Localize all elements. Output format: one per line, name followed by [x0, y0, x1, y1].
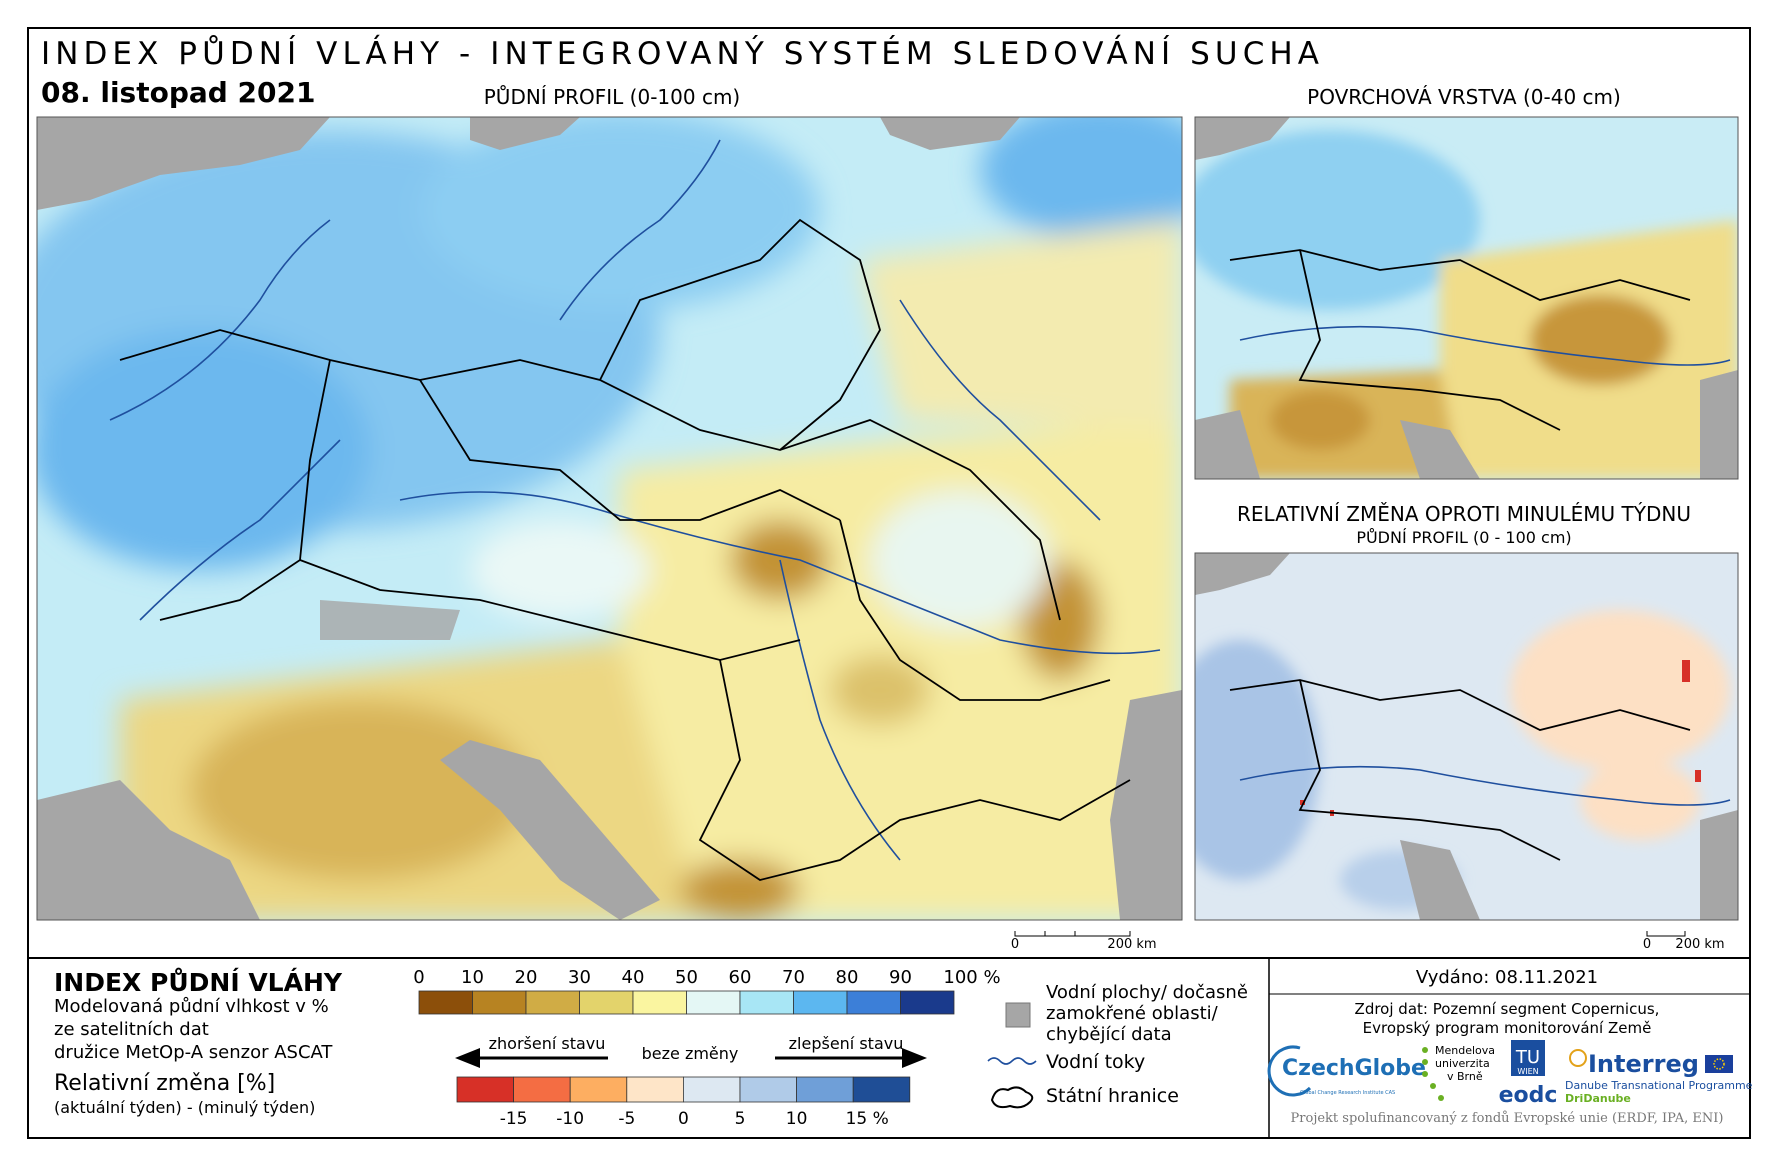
issued: Vydáno: 08.11.2021 [1416, 967, 1598, 988]
color-cell [472, 990, 527, 1015]
map-label: PŮDNÍ PROFIL (0-100 cm) [484, 85, 740, 109]
change-map [1195, 553, 1738, 920]
logo-text: univerzita [1435, 1057, 1490, 1070]
color-cell [456, 1076, 514, 1103]
logo-text: Mendelova [1435, 1044, 1495, 1057]
scale-label: 0 [678, 1109, 689, 1129]
color-cell [626, 1076, 684, 1103]
scale-label: 40 [622, 967, 645, 988]
logo-text: Interreg [1588, 1050, 1699, 1078]
color-cell [513, 1076, 571, 1103]
scale-label: 80 [836, 967, 859, 988]
logo-text: Global Change Research Institute CAS [1300, 1090, 1395, 1096]
color-cell [579, 990, 634, 1015]
arrows [455, 1048, 927, 1068]
scale-label: 100 % [943, 967, 1000, 988]
color-cell [900, 990, 955, 1015]
scale-label: 20 [515, 967, 538, 988]
logo-text: TU [1515, 1047, 1540, 1068]
legend-item: Vodní plochy/ dočasně [1046, 982, 1248, 1003]
color-cell [852, 1076, 911, 1103]
scale-label: 200 km [1675, 937, 1724, 952]
logos: CzechGlobe Global Change Research Instit… [1267, 1040, 1753, 1108]
logo-text: WIEN [1517, 1067, 1538, 1076]
scale-bar [1014, 931, 1686, 937]
logo-text: eodc [1499, 1083, 1558, 1108]
legend-item: zamokřené oblasti/ [1046, 1003, 1219, 1024]
legend-item: Státní hranice [1046, 1085, 1179, 1107]
map-label: RELATIVNÍ ZMĚNA OPROTI MINULÉMU TÝDNU [1237, 502, 1691, 526]
river-swatch [987, 1057, 1037, 1065]
scale-label: -15 [500, 1109, 528, 1129]
color-cell [686, 990, 741, 1015]
map-frame [36, 116, 1183, 921]
map-frame [1194, 552, 1739, 921]
footer: Projekt spolufinancovaný z fondů Evropsk… [1291, 1110, 1724, 1126]
title: INDEX PŮDNÍ VLÁHY - INTEGROVANÝ SYSTÉM S… [41, 35, 1319, 72]
scale-label: 70 [782, 967, 805, 988]
arrow-label: beze změny [642, 1044, 739, 1063]
color-cell [418, 990, 473, 1015]
color-cell [683, 1076, 741, 1103]
color-cell [796, 1076, 854, 1103]
logo-text: DriDanube [1565, 1092, 1631, 1105]
legend-title: INDEX PŮDNÍ VLÁHY [54, 967, 343, 997]
scale-label: 0 [413, 967, 424, 988]
surface-map [1195, 117, 1738, 479]
border-swatch [990, 1086, 1034, 1109]
scale-label: 0 [1643, 937, 1651, 952]
color-cell [569, 1076, 628, 1103]
logo-text: CzechGlobe [1282, 1056, 1426, 1081]
map-frame [1194, 116, 1739, 480]
scale-label: 5 [735, 1109, 746, 1129]
color-cell [793, 990, 848, 1015]
scale-label: 90 [889, 967, 912, 988]
change-colorbar: -15 -10 -5 0 5 10 15 % [456, 1076, 911, 1129]
missing-swatch [1005, 1002, 1031, 1028]
source: Evropský program monitorování Země [1363, 1019, 1652, 1037]
color-cell [525, 990, 580, 1015]
index-colorbar: 0 10 20 30 40 50 60 70 80 90 100 % [413, 967, 1001, 1015]
color-cell [632, 990, 687, 1015]
source: Zdroj dat: Pozemní segment Copernicus, [1355, 1000, 1660, 1018]
color-cell [739, 1076, 797, 1103]
scale-label: 200 km [1107, 937, 1156, 952]
logo-text: v Brně [1447, 1070, 1483, 1083]
scale-label: 30 [568, 967, 591, 988]
date: 08. listopad 2021 [41, 76, 316, 109]
scale-label: 10 [461, 967, 484, 988]
arrow-label: zhoršení stavu [489, 1034, 606, 1053]
scale-label: 50 [675, 967, 698, 988]
legend-item: Vodní toky [1046, 1051, 1145, 1073]
scale-label: 10 [786, 1109, 808, 1129]
main-map [37, 117, 1182, 920]
legend-text: družice MetOp-A senzor ASCAT [54, 1042, 333, 1063]
legend-text: (aktuální týden) - (minulý týden) [54, 1098, 315, 1117]
scale-label: 60 [729, 967, 752, 988]
scale-label: -10 [556, 1109, 584, 1129]
legend-text: Modelovaná půdní vlhkost v % [54, 996, 329, 1017]
logo-text: Danube Transnational Programme [1565, 1079, 1753, 1092]
legend-subtitle: Relativní změna [%] [54, 1071, 275, 1096]
color-cell [739, 990, 794, 1015]
scale-label: 0 [1011, 937, 1019, 952]
scale-label: -5 [618, 1109, 635, 1129]
arrow-label: zlepšení stavu [789, 1034, 904, 1053]
map-sublabel: PŮDNÍ PROFIL (0 - 100 cm) [1356, 528, 1571, 547]
scale-label: 15 % [846, 1109, 889, 1129]
legend-item: chybějící data [1046, 1024, 1172, 1045]
color-cell [846, 990, 901, 1015]
legend-text: ze satelitních dat [54, 1019, 209, 1040]
map-label: POVRCHOVÁ VRSTVA (0-40 cm) [1307, 85, 1621, 109]
